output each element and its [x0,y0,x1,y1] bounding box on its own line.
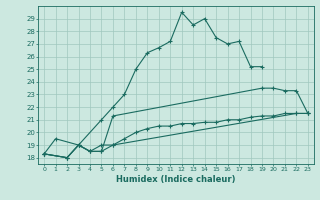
X-axis label: Humidex (Indice chaleur): Humidex (Indice chaleur) [116,175,236,184]
